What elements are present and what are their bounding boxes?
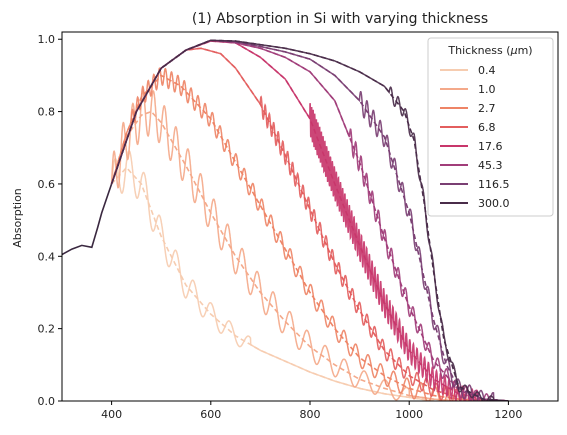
series-line-2 bbox=[110, 67, 484, 401]
x-tick-label-0: 400 bbox=[101, 408, 122, 421]
x-tick-label-4: 1200 bbox=[494, 408, 522, 421]
series-line-7 bbox=[110, 39, 509, 401]
legend-label-0: 0.4 bbox=[478, 64, 496, 77]
legend: Thickness (μm) 0.4 1.0 2.7 6.8 17.6 45.3 116.5 3… bbox=[427, 37, 554, 217]
legend-label-1: 1.0 bbox=[478, 83, 496, 96]
series-line-1 bbox=[110, 90, 459, 401]
y-tick-label-4: 0.8 bbox=[38, 106, 56, 119]
legend-label-4: 17.6 bbox=[478, 140, 503, 153]
legend-label-2: 2.7 bbox=[478, 102, 496, 115]
x-tick-label-3: 1000 bbox=[395, 408, 423, 421]
y-tick-label-3: 0.6 bbox=[38, 178, 56, 191]
legend-label-7: 300.0 bbox=[478, 197, 510, 210]
series-line-0 bbox=[110, 150, 435, 401]
series-trend-line-0 bbox=[111, 166, 435, 401]
axes-group: 400 600 800 1000 1200 0.0 0.2 0.4 0.6 0.8 1.0 bbox=[38, 31, 559, 421]
legend-title: Thickness (μm) bbox=[447, 44, 532, 57]
legend-box bbox=[427, 37, 554, 217]
y-tick-label-1: 0.2 bbox=[38, 323, 56, 336]
legend-label-3: 6.8 bbox=[478, 121, 496, 134]
y-tick-label-5: 1.0 bbox=[38, 33, 56, 46]
y-axis-label: Absorption bbox=[11, 188, 24, 248]
legend-label-5: 45.3 bbox=[478, 159, 503, 172]
legend-label-6: 116.5 bbox=[478, 178, 510, 191]
y-tick-label-0: 0.0 bbox=[38, 395, 56, 408]
x-tick-label-2: 800 bbox=[300, 408, 321, 421]
common-rise-line bbox=[62, 183, 113, 256]
x-tick-label-1: 600 bbox=[200, 408, 221, 421]
chart-title: (1) Absorption in Si with varying thickn… bbox=[192, 11, 488, 27]
series-group bbox=[62, 39, 509, 401]
y-tick-label-2: 0.4 bbox=[38, 250, 56, 263]
